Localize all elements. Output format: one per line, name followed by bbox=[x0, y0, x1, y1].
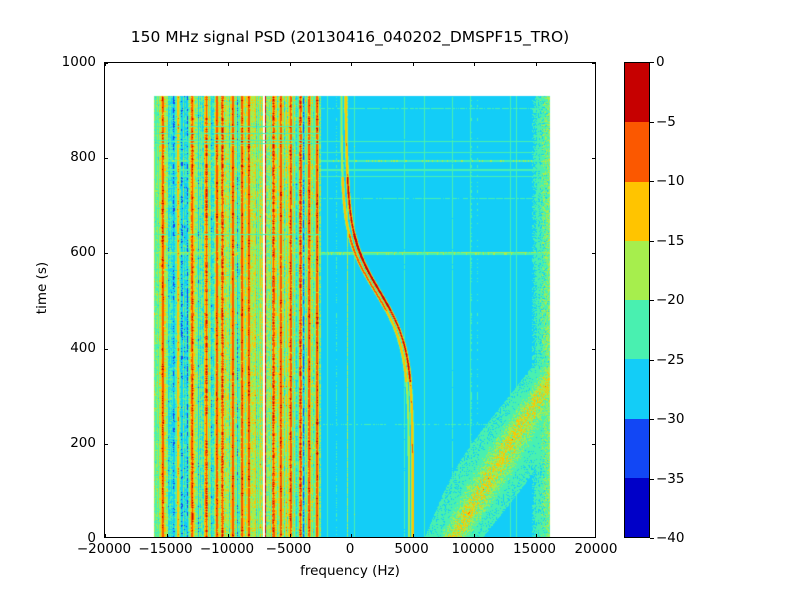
colorbar-band bbox=[625, 63, 649, 123]
colorbar-tick bbox=[650, 240, 654, 242]
colorbar-tick-label: −30 bbox=[656, 411, 685, 427]
x-tick-top bbox=[351, 63, 352, 66]
colorbar-band bbox=[625, 122, 649, 182]
colorbar-tick-label: −35 bbox=[656, 470, 685, 487]
y-tick-label: 800 bbox=[70, 149, 96, 166]
x-tick bbox=[228, 534, 229, 537]
x-tick bbox=[412, 534, 414, 537]
x-tick-top bbox=[105, 63, 106, 66]
colorbar-tick bbox=[650, 300, 654, 301]
x-tick-top bbox=[535, 63, 537, 66]
y-tick-label: 400 bbox=[70, 339, 96, 356]
colorbar-band bbox=[625, 477, 649, 537]
colorbar[interactable] bbox=[624, 62, 650, 538]
colorbar-tick-label: 0 bbox=[656, 54, 665, 70]
y-tick bbox=[105, 253, 108, 255]
y-axis-title: time (s) bbox=[34, 261, 50, 315]
x-tick-label: 5000 bbox=[394, 541, 429, 557]
x-tick-label: −20000 bbox=[76, 541, 132, 557]
colorbar-band bbox=[625, 181, 649, 241]
x-tick-top bbox=[412, 63, 414, 66]
y-tick bbox=[105, 158, 108, 160]
x-tick-top bbox=[228, 63, 229, 66]
colorbar-band bbox=[625, 300, 649, 360]
x-tick-top bbox=[289, 63, 291, 66]
y-tick-right bbox=[592, 158, 595, 160]
colorbar-tick-label: −15 bbox=[656, 232, 685, 249]
colorbar-tick bbox=[650, 62, 654, 63]
colorbar-band bbox=[625, 240, 649, 300]
x-tick bbox=[166, 534, 168, 537]
y-tick-right bbox=[592, 443, 595, 445]
y-tick bbox=[105, 443, 108, 445]
x-tick-label: 0 bbox=[345, 541, 355, 557]
colorbar-band bbox=[625, 418, 649, 478]
x-tick bbox=[535, 534, 537, 537]
y-tick-label: 0 bbox=[87, 530, 96, 546]
y-tick-right bbox=[592, 253, 595, 255]
y-tick bbox=[105, 63, 108, 64]
x-tick bbox=[474, 534, 475, 537]
colorbar-tick bbox=[650, 538, 654, 539]
y-tick-right bbox=[592, 348, 595, 350]
colorbar-tick bbox=[650, 359, 654, 361]
y-tick-label: 600 bbox=[70, 244, 96, 261]
plot-axes[interactable] bbox=[104, 62, 596, 538]
colorbar-tick bbox=[650, 121, 654, 123]
x-tick-label: −15000 bbox=[138, 541, 193, 557]
x-tick-label: 20000 bbox=[574, 541, 618, 557]
x-tick bbox=[351, 534, 352, 537]
x-tick-label: −10000 bbox=[199, 541, 255, 557]
x-tick-label: 10000 bbox=[451, 541, 495, 557]
x-axis-title: frequency (Hz) bbox=[300, 563, 400, 579]
y-tick bbox=[105, 348, 108, 350]
chart-title: 150 MHz signal PSD (20130416_040202_DMSP… bbox=[130, 28, 570, 46]
x-tick-label: −5000 bbox=[265, 541, 312, 557]
x-tick-top bbox=[474, 63, 475, 66]
colorbar-tick bbox=[650, 181, 654, 182]
colorbar-band bbox=[625, 359, 649, 419]
x-tick bbox=[289, 534, 291, 537]
colorbar-tick-label: −40 bbox=[656, 530, 685, 546]
colorbar-tick bbox=[650, 419, 654, 420]
x-tick-top bbox=[166, 63, 168, 66]
x-tick bbox=[105, 534, 106, 537]
x-tick-label: 15000 bbox=[513, 541, 556, 557]
spectrogram-image bbox=[105, 63, 595, 537]
colorbar-tick-label: −10 bbox=[656, 173, 685, 189]
y-tick-right bbox=[592, 63, 595, 64]
y-tick-label: 1000 bbox=[61, 54, 96, 70]
colorbar-tick-label: −5 bbox=[656, 113, 676, 130]
y-tick-label: 200 bbox=[70, 434, 96, 451]
colorbar-tick-label: −20 bbox=[656, 292, 685, 308]
colorbar-tick-label: −25 bbox=[656, 351, 685, 368]
colorbar-tick bbox=[650, 478, 654, 480]
